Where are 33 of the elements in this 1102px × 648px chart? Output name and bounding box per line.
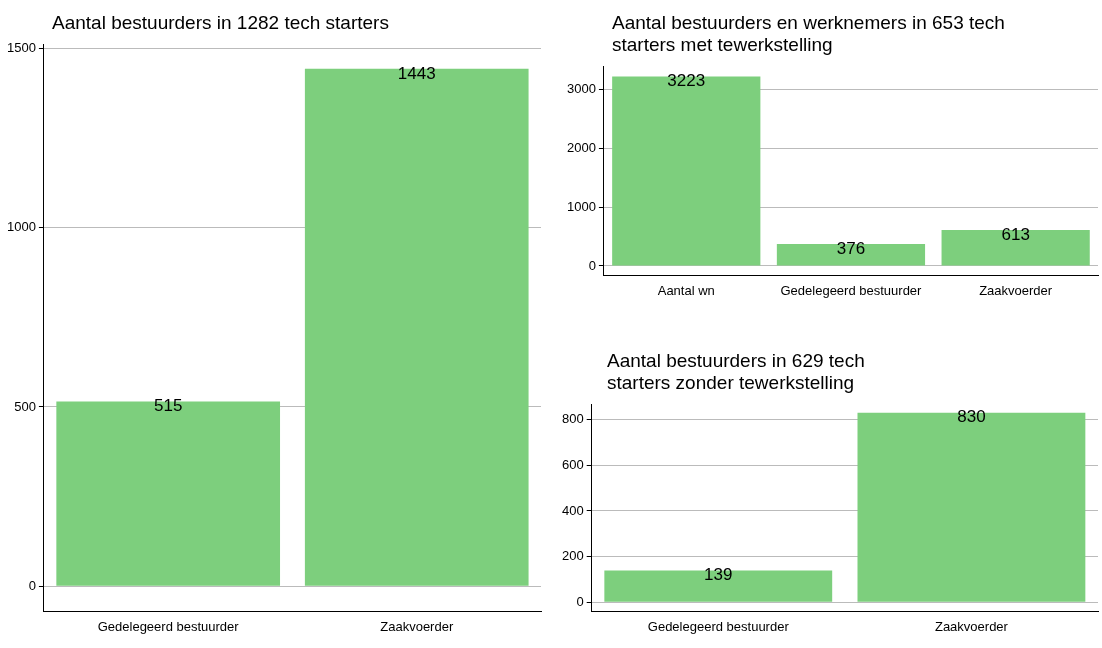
y-tick-label: 600 [561, 456, 584, 472]
y-tick-label: 3000 [567, 81, 596, 97]
y-tick-label: 2000 [567, 140, 596, 156]
y-tick-label: 1000 [567, 198, 596, 214]
x-tick-label: Gedelegeerd bestuurder [780, 282, 923, 298]
data-label: 613 [1001, 224, 1030, 244]
data-label: 3223 [667, 71, 706, 91]
y-tick-label: 400 [561, 502, 584, 518]
data-label: 139 [704, 565, 733, 585]
bar [776, 243, 926, 266]
x-tick-label: Gedelegeerd bestuurder [97, 618, 240, 634]
chart-title: Aantal bestuurders in 629 tech starters zonder tewerkstelling [606, 349, 866, 394]
y-tick-label: 0 [28, 577, 36, 593]
bar [941, 229, 1090, 266]
data-label: 830 [957, 407, 986, 427]
chart-title: Aantal bestuurders en werknemers in 653 tech starters met tewerkstelling [611, 11, 1006, 56]
x-tick-label: Zaakvoerder [979, 282, 1053, 298]
y-tick-label: 1500 [7, 39, 36, 55]
y-tick-label: 500 [14, 398, 36, 414]
y-tick-label: 1000 [7, 219, 36, 235]
x-tick-label: Zaakvoerder [380, 618, 454, 634]
y-tick-label: 800 [561, 411, 584, 427]
y-tick-label: 0 [588, 257, 596, 273]
y-tick-label: 200 [561, 548, 584, 564]
y-tick-label: 0 [576, 593, 584, 609]
data-label: 1443 [397, 63, 436, 83]
chart-title: Aantal bestuurders in 1282 tech starters [51, 11, 390, 34]
data-label: 515 [154, 396, 183, 416]
x-tick-label: Zaakvoerder [934, 618, 1009, 634]
x-tick-label: Aantal wn [657, 282, 715, 298]
x-tick-label: Gedelegeerd bestuurder [647, 618, 790, 634]
bar [612, 76, 761, 266]
data-label: 376 [836, 238, 866, 258]
